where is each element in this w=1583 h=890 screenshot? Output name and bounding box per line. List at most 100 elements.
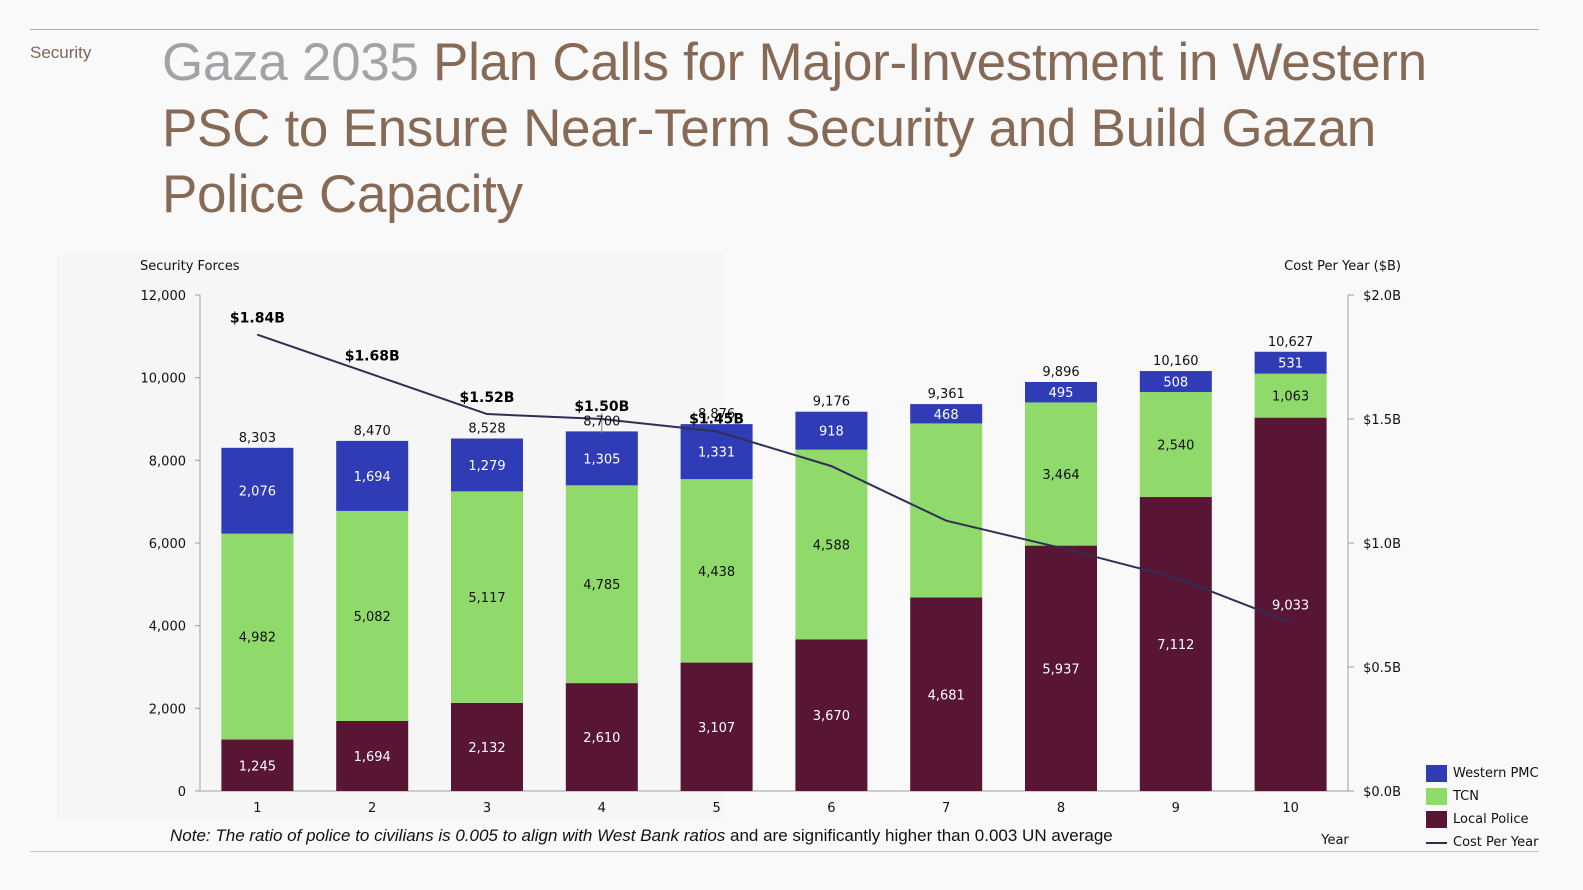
bar-total-label: 8,528 — [468, 422, 505, 437]
bar-segment-local-police — [1254, 417, 1327, 791]
bar-segment-label: 1,245 — [239, 759, 276, 774]
y-axis-title: Security Forces — [140, 259, 240, 274]
bar-segment-label: 3,464 — [1042, 468, 1079, 483]
bar-segment-label: 1,063 — [1272, 390, 1309, 405]
bar-segment-western-pmc — [221, 447, 294, 534]
bar-segment-label: 2,610 — [583, 731, 620, 746]
bar-segment-label: 4,588 — [813, 538, 850, 553]
legend-label: TCN — [1453, 789, 1479, 804]
bar-segment-label: 3,670 — [813, 709, 850, 724]
bar-segment-western-pmc — [565, 431, 638, 486]
footnote-regular: and are significantly higher than 0.003 … — [725, 826, 1113, 845]
x-tick-label: 6 — [827, 801, 835, 816]
bar-segment-western-pmc — [910, 404, 983, 424]
bar-segment-tcn — [565, 485, 638, 684]
bar-segment-local-police — [795, 639, 868, 791]
cost-data-label: $1.50B — [574, 399, 629, 415]
x-tick-label: 10 — [1282, 801, 1299, 816]
bar-segment-tcn — [795, 449, 868, 640]
bar-segment-label: 4,982 — [239, 631, 276, 646]
bar-segment-label: 918 — [819, 425, 844, 440]
bar-segment-label: 5,082 — [354, 610, 391, 625]
bar-segment-local-police — [221, 739, 294, 791]
bar-segment-tcn — [1139, 392, 1212, 498]
x-tick-label: 4 — [598, 801, 606, 816]
x-axis-title: Year — [1320, 833, 1349, 848]
y-tick-label: 4,000 — [149, 620, 186, 635]
y2-tick-label: $1.0B — [1363, 537, 1401, 552]
cost-data-label: $1.45B — [689, 411, 744, 427]
y2-tick-label: $0.5B — [1363, 661, 1401, 676]
bar-segment-local-police — [1025, 545, 1097, 791]
x-tick-label: 5 — [712, 801, 720, 816]
bar-segment-tcn — [1025, 402, 1097, 546]
x-tick-label: 8 — [1057, 801, 1065, 816]
bar-segment-tcn — [680, 479, 753, 663]
y-tick-label: 10,000 — [141, 372, 187, 387]
chart-legend: Western PMC TCN Local Police Cost Per Ye… — [1426, 762, 1539, 854]
bar-segment-label: 2,132 — [468, 741, 505, 756]
legend-swatch-tcn — [1426, 788, 1447, 805]
legend-label: Cost Per Year — [1453, 835, 1539, 850]
bar-segment-label: 1,279 — [468, 459, 505, 474]
section-label: Security — [30, 43, 92, 62]
legend-item-cost-per-year: Cost Per Year — [1426, 831, 1539, 854]
page-title: Gaza 2035 Plan Calls for Major-Investmen… — [162, 30, 1502, 228]
cost-point — [256, 334, 258, 336]
cost-data-label: $1.84B — [230, 311, 285, 327]
y2-tick-label: $0.0B — [1363, 785, 1401, 800]
bar-segment-local-police — [1139, 497, 1212, 791]
cost-data-label: $1.68B — [345, 348, 400, 364]
bar-segment-label: 7,112 — [1157, 638, 1194, 653]
bar-segment-label: 1,694 — [354, 470, 391, 485]
cost-point — [371, 373, 373, 375]
bar-segment-western-pmc — [336, 440, 409, 511]
bar-segment-label: 495 — [1049, 386, 1074, 401]
cost-point — [945, 520, 947, 522]
legend-item-western-pmc: Western PMC — [1426, 762, 1539, 785]
y-tick-label: 0 — [178, 785, 186, 800]
bar-segment-label: 5,937 — [1042, 662, 1079, 677]
bar-segment-label: 2,076 — [239, 485, 276, 500]
bar-segment-tcn — [221, 533, 294, 740]
bar-segment-tcn — [336, 510, 409, 721]
y2-tick-label: $1.5B — [1363, 413, 1401, 428]
bar-total-label: 8,303 — [239, 431, 276, 446]
cost-point — [830, 465, 832, 467]
y-tick-label: 6,000 — [149, 537, 186, 552]
bar-segment-label: 531 — [1278, 357, 1303, 372]
bar-total-label: 10,627 — [1268, 335, 1314, 350]
bar-segment-western-pmc — [1139, 371, 1212, 393]
bar-segment-western-pmc — [451, 438, 523, 492]
legend-swatch-western-pmc — [1426, 765, 1447, 782]
legend-line-cost-per-year — [1426, 841, 1447, 844]
x-tick-label: 3 — [483, 801, 491, 816]
legend-label: Local Police — [1453, 812, 1529, 827]
y-tick-label: 8,000 — [149, 454, 186, 469]
bar-segment-label: 9,033 — [1272, 598, 1309, 613]
cost-point — [1290, 621, 1292, 623]
bar-total-label: 9,896 — [1042, 365, 1079, 380]
bar-segment-label: 2,540 — [1157, 439, 1194, 454]
bar-segment-label: 1,331 — [698, 446, 735, 461]
bar-segment-tcn — [910, 423, 983, 598]
bar-segment-label: 468 — [934, 408, 959, 423]
bar-segment-label: 3,107 — [698, 721, 735, 736]
legend-swatch-local-police — [1426, 811, 1447, 828]
bar-segment-label: 508 — [1163, 376, 1188, 391]
bar-segment-western-pmc — [1254, 351, 1327, 374]
bar-segment-local-police — [451, 702, 523, 791]
bar-segment-western-pmc — [680, 424, 753, 480]
cost-point — [716, 430, 718, 432]
cost-point — [1060, 547, 1062, 549]
bar-segment-label: 4,785 — [583, 578, 620, 593]
bar-segment-western-pmc — [795, 411, 868, 450]
bottom-divider — [30, 851, 1539, 852]
bar-segment-label: 5,117 — [468, 591, 505, 606]
cost-per-year-line — [257, 333, 1291, 624]
title-prefix: Gaza 2035 — [162, 33, 419, 92]
cost-point — [486, 413, 488, 415]
bar-segment-local-police — [680, 662, 753, 791]
cost-point — [1175, 577, 1177, 579]
